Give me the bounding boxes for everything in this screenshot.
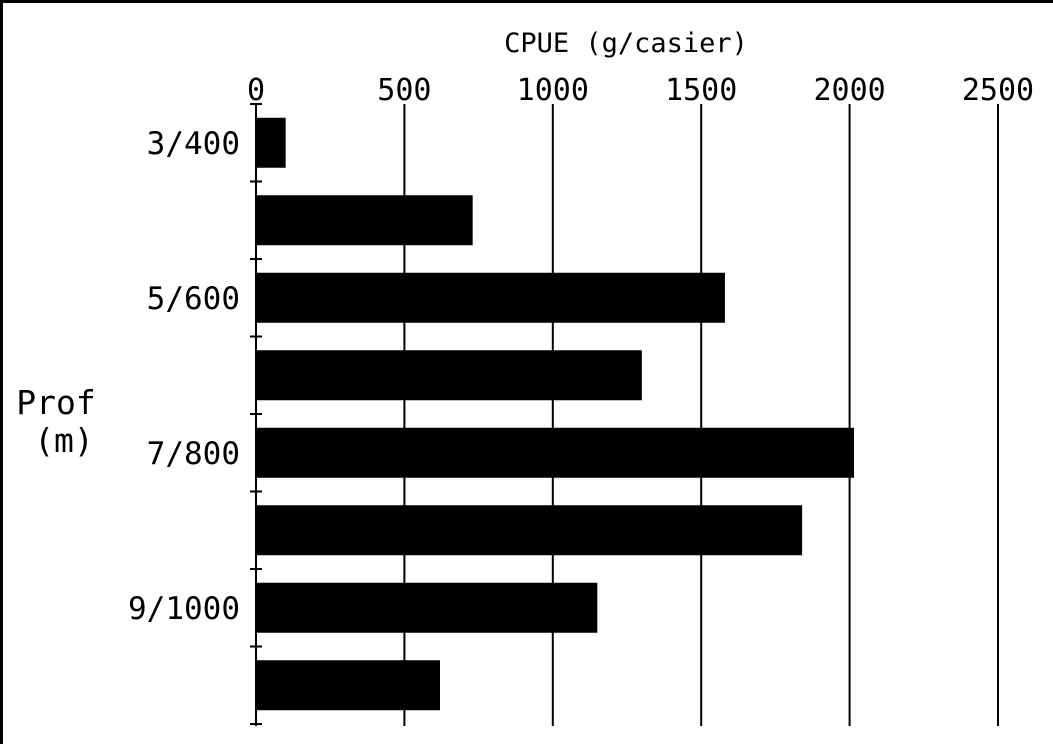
- x-tick-label-2500: 2500: [962, 73, 1034, 108]
- bar: [256, 427, 855, 478]
- x-tick-label-0: 0: [247, 73, 265, 108]
- x-tick-label-2000: 2000: [813, 73, 885, 108]
- category-label-9-1000: 9/1000: [128, 591, 240, 627]
- bar: [256, 582, 598, 633]
- category-label-7-800: 7/800: [147, 436, 240, 472]
- y-axis-title-line-2: (m): [34, 421, 94, 460]
- category-label-5-600: 5/600: [147, 281, 240, 317]
- bar: [256, 195, 473, 246]
- category-label-3-400: 3/400: [147, 126, 240, 162]
- bar: [256, 505, 803, 556]
- bar: [256, 660, 441, 711]
- y-axis-title-line-1: Prof: [16, 383, 95, 422]
- x-tick-label-500: 500: [377, 73, 431, 108]
- bar: [256, 117, 286, 168]
- bar: [256, 350, 642, 401]
- x-tick-label-1000: 1000: [517, 73, 589, 108]
- x-tick-label-1500: 1500: [665, 73, 737, 108]
- bar: [256, 272, 725, 323]
- x-axis-title: CPUE (g/casier): [504, 28, 748, 59]
